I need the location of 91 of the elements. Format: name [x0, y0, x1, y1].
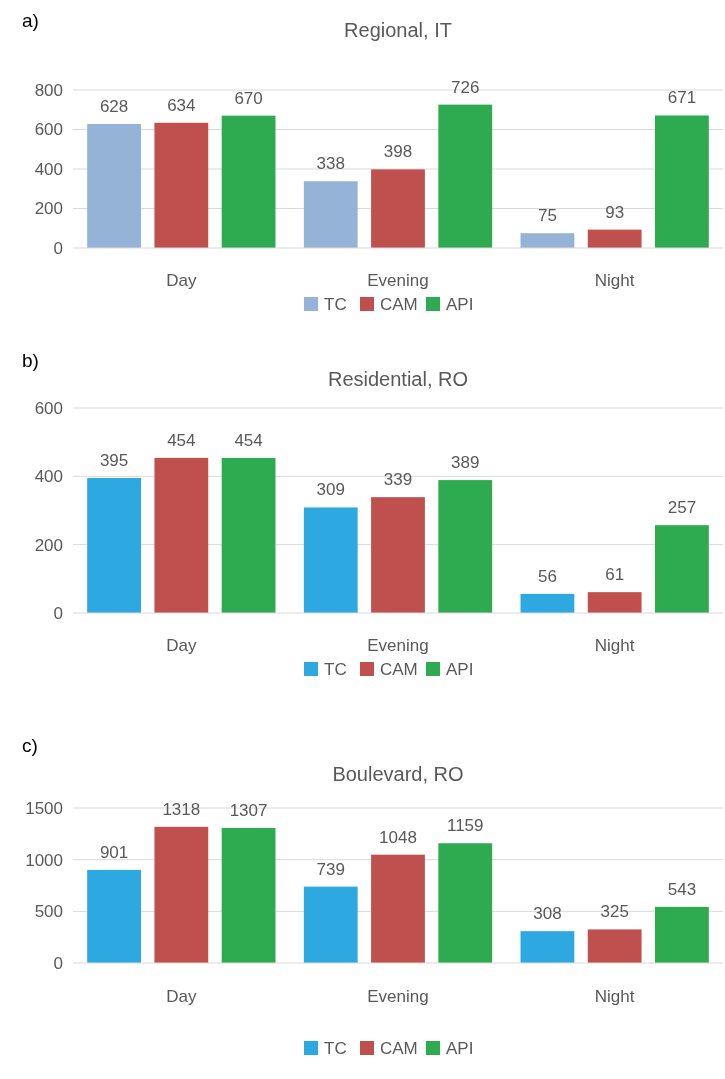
- x-tick-label: Evening: [367, 986, 429, 1006]
- y-tick-label: 0: [53, 238, 63, 258]
- x-tick-label: Day: [166, 635, 197, 655]
- bar: [655, 906, 709, 963]
- y-tick-label: 500: [34, 902, 63, 922]
- x-tick-label: Day: [166, 270, 197, 290]
- data-label: 726: [451, 77, 480, 97]
- bar: [520, 931, 575, 963]
- bar: [587, 929, 642, 963]
- data-label: 309: [316, 480, 345, 500]
- data-label: 61: [605, 565, 625, 585]
- bar: [221, 115, 276, 248]
- data-label: 308: [533, 904, 562, 924]
- bar: [371, 169, 425, 248]
- bar: [587, 229, 642, 248]
- data-label: 670: [234, 88, 263, 108]
- text: c): [22, 734, 38, 756]
- y-tick-label: 200: [34, 199, 63, 219]
- legend-label: TC: [324, 1038, 347, 1058]
- chart-title: Regional, IT: [344, 19, 452, 41]
- chart-title: Boulevard, RO: [332, 763, 464, 785]
- data-label: 75: [537, 206, 557, 226]
- data-label: 398: [383, 142, 413, 162]
- y-tick-label: 600: [34, 120, 63, 140]
- y-tick-label: 0: [53, 603, 63, 623]
- y-tick-label: 600: [34, 398, 63, 418]
- legend-label: CAM: [380, 1038, 418, 1058]
- data-label: 901: [99, 842, 129, 862]
- y-tick-label: 800: [34, 80, 63, 100]
- legend-label: TC: [324, 659, 347, 679]
- bar: [154, 826, 209, 963]
- x-tick-label: Evening: [367, 635, 429, 655]
- data-label: 454: [167, 430, 196, 450]
- x-tick-label: Night: [594, 635, 635, 655]
- legend-label: API: [446, 1038, 474, 1058]
- chart-title: Residential, RO: [327, 368, 469, 390]
- text: b): [22, 349, 39, 371]
- legend-label: API: [446, 294, 474, 314]
- bar: [371, 854, 425, 963]
- data-label: 671: [667, 88, 697, 108]
- legend-label: CAM: [380, 659, 418, 679]
- bar: [371, 497, 425, 613]
- y-tick-label: 0: [53, 953, 63, 973]
- data-label: 389: [451, 453, 480, 473]
- data-label: 1307: [229, 800, 268, 820]
- data-label: 1048: [379, 827, 417, 847]
- bar: [221, 457, 276, 613]
- bar: [587, 592, 642, 613]
- legend-label: TC: [324, 294, 347, 314]
- data-label: 1318: [162, 799, 201, 819]
- y-tick-label: 400: [34, 467, 63, 487]
- y-tick-label: 200: [34, 535, 63, 555]
- y-tick-label: 1500: [25, 798, 63, 818]
- x-tick-label: Night: [594, 270, 635, 290]
- data-label: 454: [234, 430, 263, 450]
- bar: [87, 869, 141, 963]
- bar: [221, 827, 276, 963]
- x-tick-label: Day: [166, 986, 197, 1006]
- legend-label: CAM: [380, 294, 418, 314]
- bar: [438, 104, 493, 248]
- data-label: 395: [99, 451, 129, 471]
- data-label: 325: [600, 902, 629, 922]
- bar: [303, 181, 358, 248]
- bar: [655, 115, 709, 248]
- bar: [154, 457, 209, 613]
- bar: [438, 480, 493, 613]
- y-tick-label: 400: [34, 159, 63, 179]
- x-tick-label: Evening: [367, 270, 429, 290]
- bar: [154, 122, 209, 248]
- data-label: 1159: [446, 816, 484, 836]
- data-label: 543: [667, 879, 697, 899]
- bar: [520, 593, 575, 613]
- data-label: 739: [316, 859, 345, 879]
- data-label: 339: [383, 470, 413, 490]
- bar: [303, 886, 358, 963]
- bar: [303, 507, 358, 613]
- bar: [87, 478, 141, 613]
- data-label: 634: [167, 95, 196, 115]
- text: a): [22, 9, 39, 31]
- data-label: 257: [667, 498, 697, 518]
- bar: [87, 123, 141, 248]
- data-label: 628: [99, 96, 129, 116]
- bar: [520, 233, 575, 248]
- bar: [438, 843, 493, 963]
- legend-label: API: [446, 659, 474, 679]
- data-label: 56: [537, 566, 557, 586]
- bar: [655, 525, 709, 613]
- x-tick-label: Night: [594, 986, 635, 1006]
- y-tick-label: 1000: [25, 850, 63, 870]
- data-label: 338: [316, 154, 345, 174]
- data-label: 93: [605, 202, 625, 222]
